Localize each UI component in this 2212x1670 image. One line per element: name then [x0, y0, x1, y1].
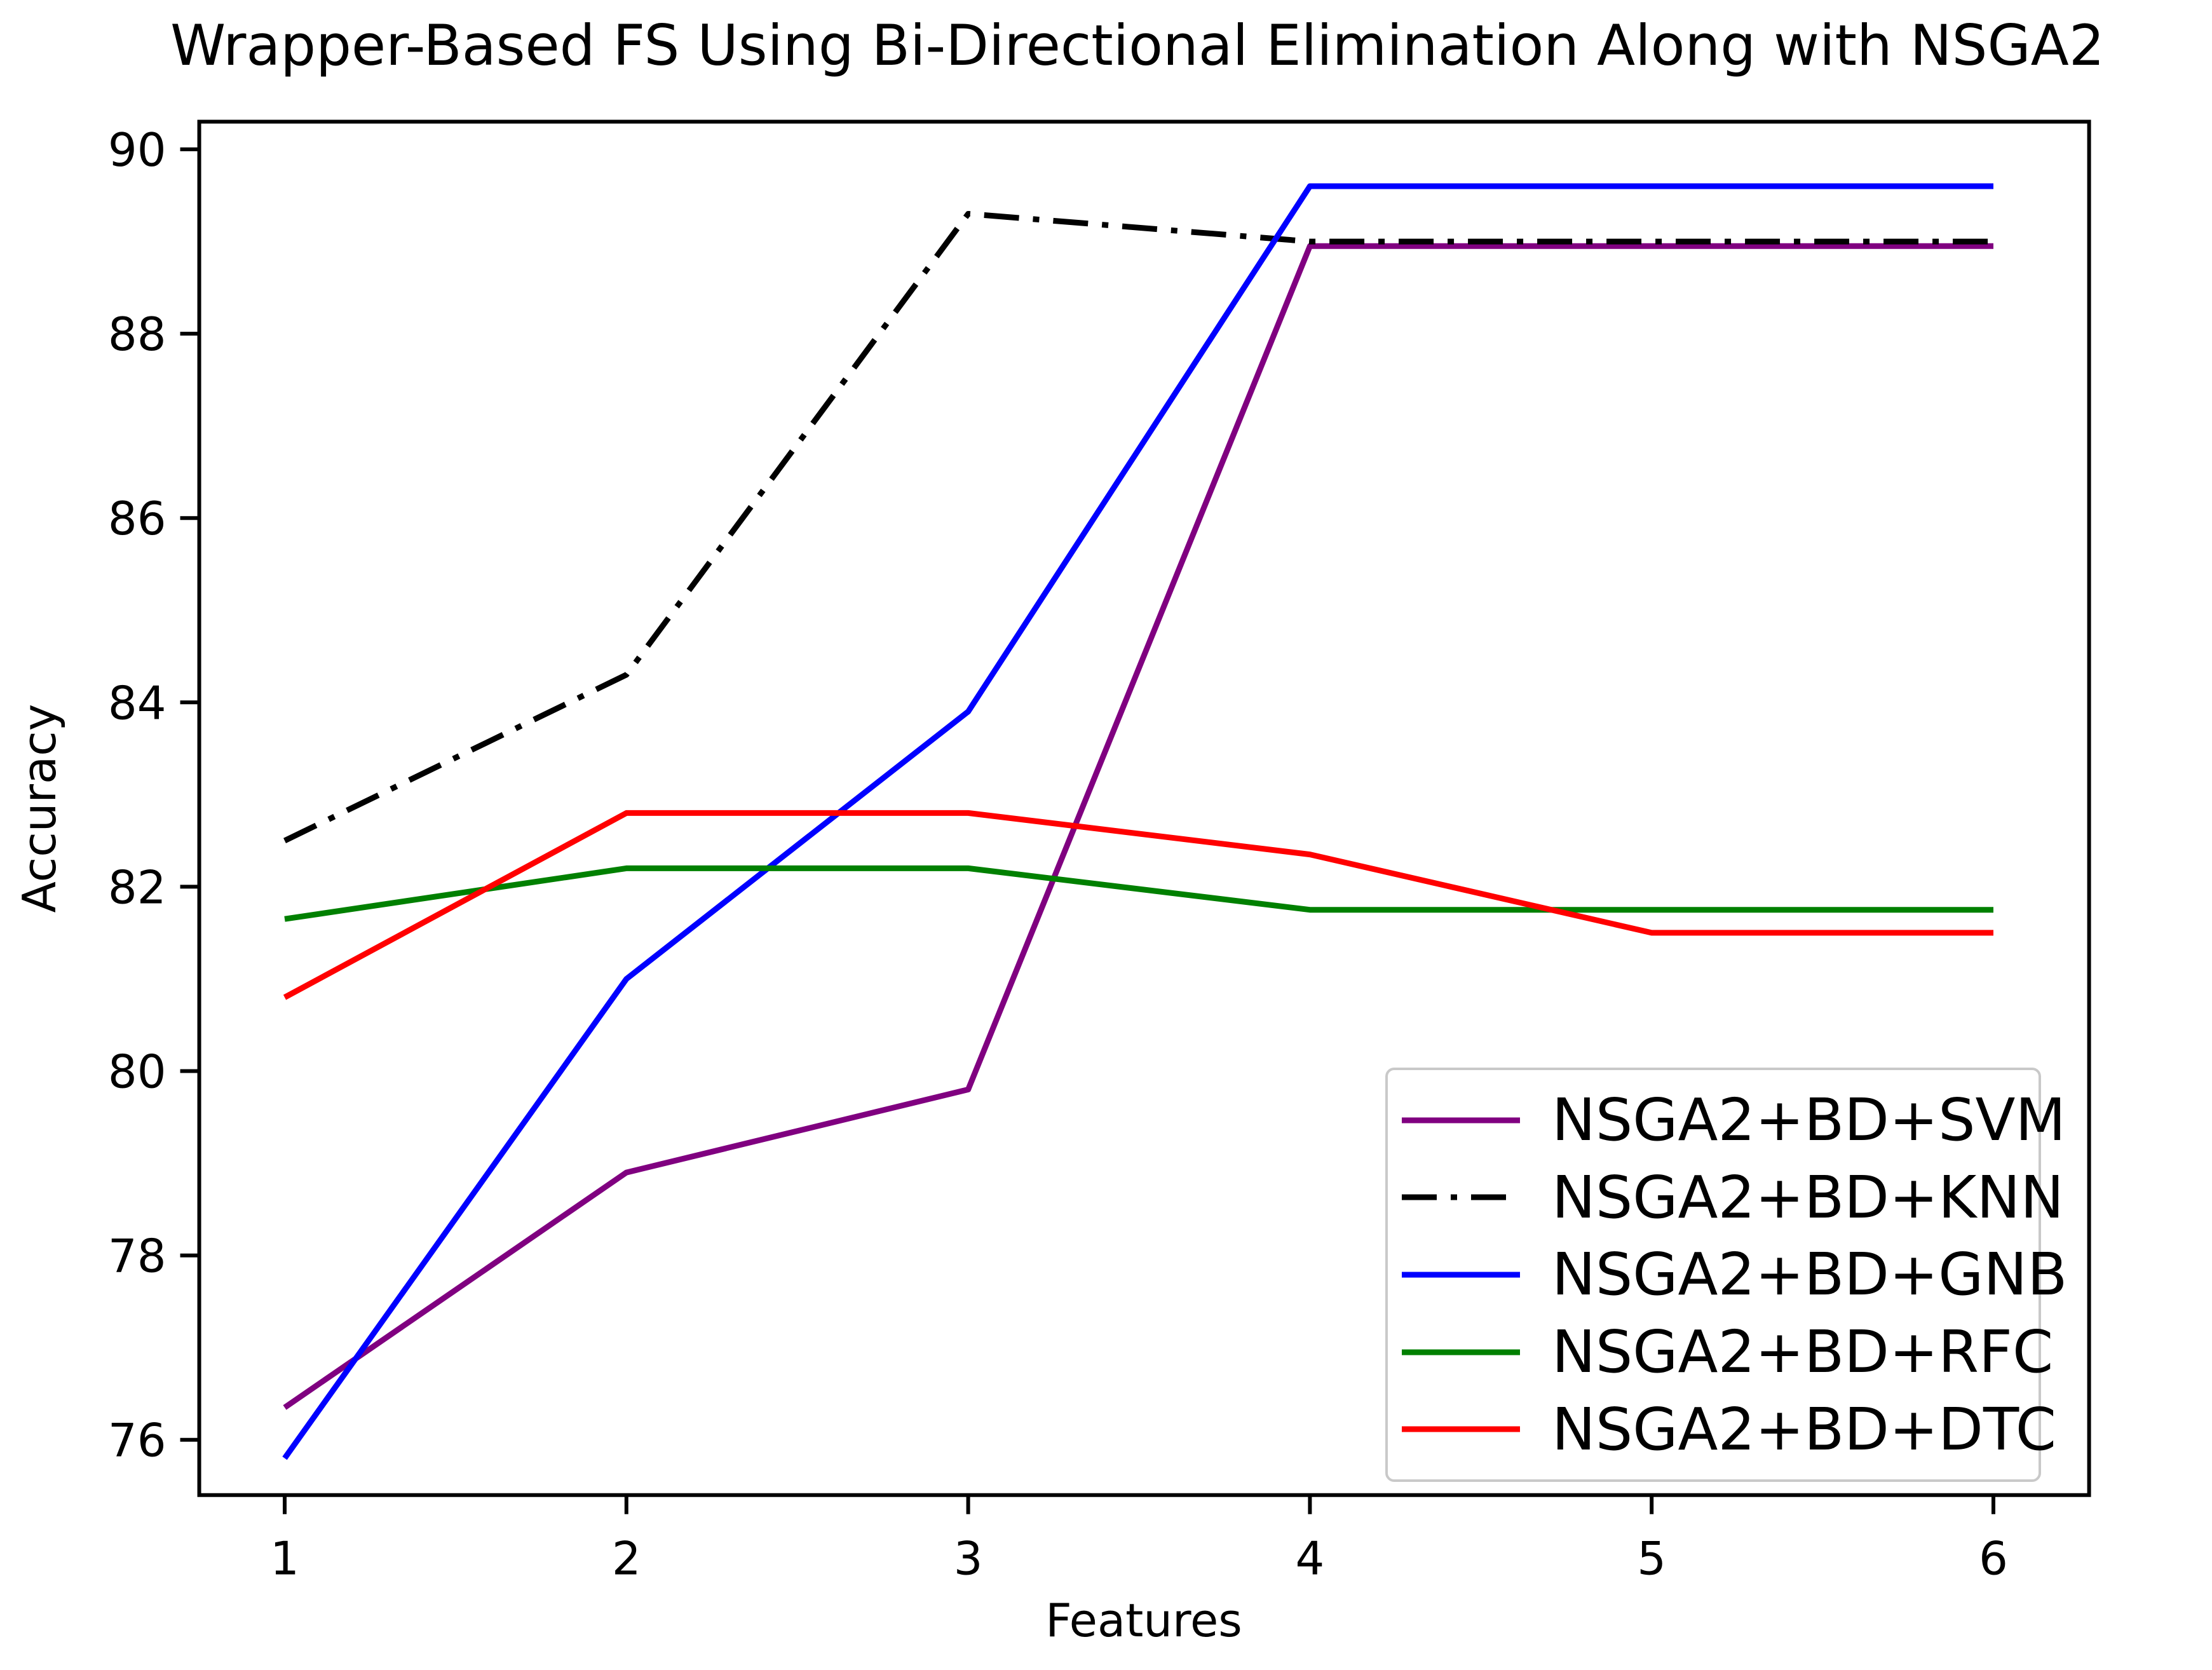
legend-item: NSGA2+BD+SVM [1401, 1086, 2066, 1154]
plot-border [197, 119, 2091, 1497]
legend-item: NSGA2+BD+GNB [1401, 1240, 2067, 1308]
x-tick-label: 4 [1295, 1532, 1324, 1585]
series-line-nsga2+bd+knn [283, 211, 1993, 843]
legend-line-sample [1402, 1194, 1520, 1200]
legend-item: NSGA2+BD+KNN [1401, 1164, 2064, 1232]
x-tick-label: 2 [612, 1532, 641, 1585]
y-tick-label: 78 [108, 1230, 166, 1283]
y-tick-label: 84 [108, 676, 166, 730]
legend-item-label: NSGA2+BD+KNN [1552, 1163, 2065, 1232]
legend-item-label: NSGA2+BD+GNB [1552, 1240, 2068, 1309]
legend-item-label: NSGA2+BD+RFC [1552, 1318, 2054, 1387]
legend-line-sample [1402, 1426, 1520, 1432]
x-tick-label: 5 [1637, 1532, 1666, 1585]
series-line-nsga2+bd+gnb [282, 183, 1993, 1460]
x-tick-label: 6 [1979, 1532, 2008, 1585]
x-tick-label: 1 [270, 1532, 299, 1585]
legend-line-sample [1402, 1272, 1520, 1278]
y-tick-label: 76 [108, 1414, 166, 1467]
x-tick-label: 3 [954, 1532, 983, 1585]
y-axis-label: Accuracy [13, 703, 66, 913]
y-tick-label: 80 [108, 1045, 166, 1099]
series-line-nsga2+bd+rfc [284, 865, 1993, 922]
y-tick-label: 90 [108, 123, 166, 177]
series-line-nsga2+bd+dtc [283, 810, 1993, 1000]
y-tick-label: 86 [108, 492, 166, 545]
y-tick-label: 82 [108, 860, 166, 914]
legend: NSGA2+BD+SVM NSGA2+BD+KNN NSGA2+BD+GNB NSGA… [1385, 1068, 2067, 1482]
chart-title: Wrapper-Based FS Using Bi-Directional El… [170, 13, 2105, 78]
legend-line-sample [1402, 1117, 1520, 1124]
legend-item-label: NSGA2+BD+SVM [1552, 1086, 2066, 1155]
x-axis-label: Features [1045, 1594, 1242, 1647]
legend-item-label: NSGA2+BD+DTC [1552, 1395, 2056, 1463]
y-tick-label: 88 [108, 308, 166, 361]
legend-item: NSGA2+BD+RFC [1401, 1318, 2053, 1386]
series-line-nsga2+bd+svm [283, 243, 1993, 1410]
legend-line-sample [1402, 1349, 1520, 1355]
legend-item: NSGA2+BD+DTC [1401, 1395, 2056, 1463]
